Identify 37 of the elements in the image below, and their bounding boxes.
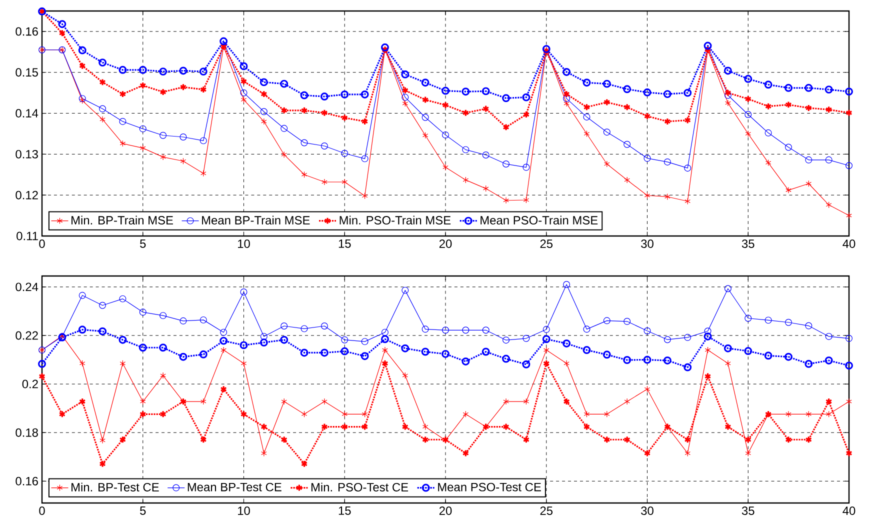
y-tick-label: 0.24 [16,282,38,292]
x-tick-label: 25 [540,506,553,515]
legend-label: Min. BP-Train MSE [72,216,173,225]
x-tick-label: 0 [39,240,45,248]
legend-label: Min. PSO-Test CE [311,482,408,492]
legend-label: Min. BP-Test CE [72,482,159,492]
y-tick-label: 0.2 [22,380,38,388]
y-tick-label: 0.18 [16,428,38,437]
x-tick-label: 20 [439,240,452,248]
legend-label: Mean BP-Test CE [188,482,282,492]
x-tick-label: 30 [641,240,654,248]
y-tick-label: 0.13 [16,150,38,158]
x-tick-label: 35 [742,240,754,248]
legend-label: Mean PSO-Train MSE [480,216,598,225]
y-tick-label: 0.15 [16,68,38,77]
legend-label: Mean BP-Train MSE [202,216,310,225]
x-tick-label: 5 [140,506,146,515]
y-tick-label: 0.12 [16,190,38,200]
legend-label: Mean PSO-Test CE [438,482,541,492]
x-tick-label: 10 [238,240,250,248]
x-tick-label: 25 [540,240,553,248]
legend-label: Min. PSO-Train MSE [340,216,451,225]
y-tick-label: 0.16 [16,476,38,486]
x-tick-label: 5 [140,240,146,248]
x-tick-label: 15 [338,506,351,515]
x-tick-label: 20 [439,506,452,515]
y-tick-label: 0.11 [16,232,38,240]
y-tick-label: 0.16 [16,27,38,36]
x-tick-label: 30 [641,506,654,515]
x-tick-label: 15 [338,240,351,248]
y-tick-label: 0.14 [16,109,38,118]
x-tick-label: 0 [39,506,45,515]
y-tick-label: 0.22 [16,331,38,340]
x-tick-label: 35 [742,506,754,515]
x-tick-label: 40 [842,240,856,248]
x-tick-label: 40 [842,506,856,515]
x-tick-label: 10 [238,506,250,515]
